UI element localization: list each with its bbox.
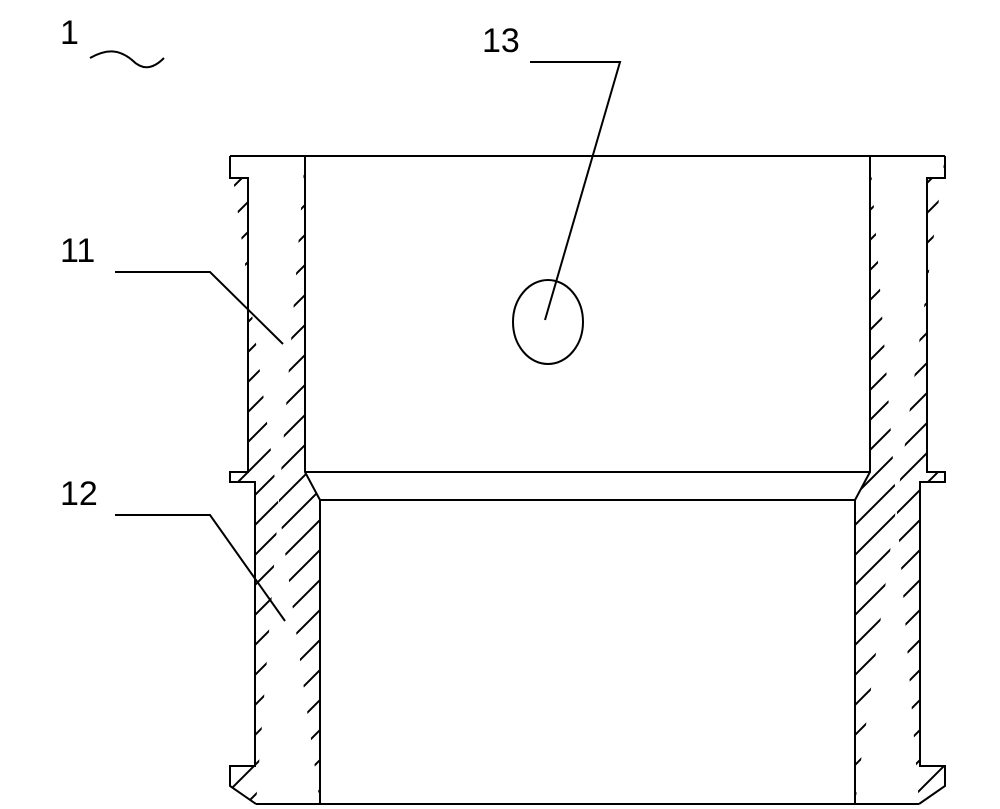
callout-label-12: 12	[60, 475, 98, 513]
callout-label-1: 1	[60, 14, 79, 52]
callout-label-11: 11	[60, 232, 95, 270]
callout-label-13: 13	[482, 22, 520, 60]
